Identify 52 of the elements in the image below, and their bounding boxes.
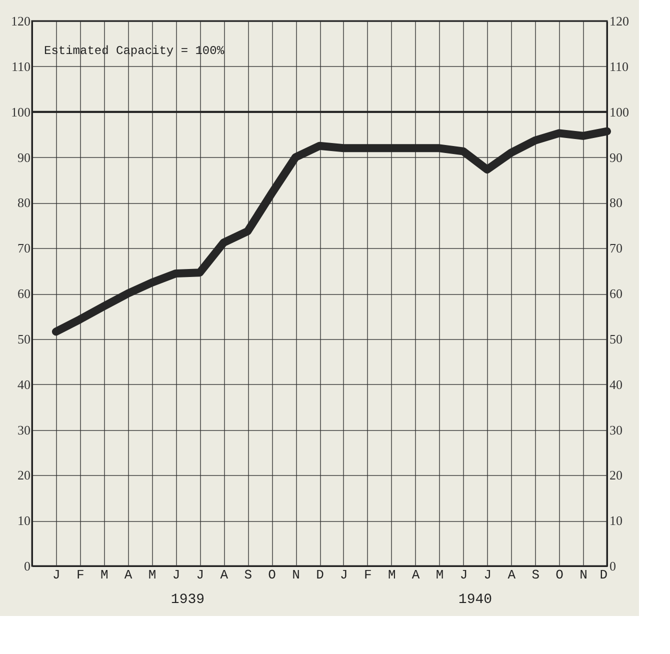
x-tick-label: M bbox=[436, 568, 444, 582]
y-tick-label: 100 bbox=[11, 104, 30, 120]
x-tick-label: M bbox=[100, 568, 108, 582]
x-tick-label: S bbox=[532, 568, 540, 582]
x-tick-label: D bbox=[316, 568, 324, 582]
x-tick-label: A bbox=[220, 568, 228, 582]
y-tick-label: 70 bbox=[18, 240, 30, 256]
x-tick-label: N bbox=[292, 568, 300, 582]
x-tick-label: J bbox=[460, 568, 468, 582]
x-tick-label: A bbox=[412, 568, 420, 582]
x-tick-label: J bbox=[340, 568, 348, 582]
y2-tick-label: 50 bbox=[610, 331, 622, 346]
x-tick-label: J bbox=[172, 568, 180, 582]
x-tick-label: J bbox=[484, 568, 492, 582]
y2-tick-label: 0 bbox=[610, 558, 616, 574]
x-tick-label: O bbox=[268, 568, 276, 582]
y-tick-label: 20 bbox=[18, 468, 30, 483]
y-tick-label: 80 bbox=[18, 195, 30, 210]
x-tick-label: D bbox=[600, 568, 608, 582]
x-tick-label: F bbox=[76, 568, 84, 582]
x-tick-label: A bbox=[508, 568, 516, 582]
y-tick-label: 50 bbox=[18, 331, 30, 346]
y2-tick-label: 70 bbox=[610, 240, 622, 256]
x-tick-label: S bbox=[244, 568, 252, 582]
y-tick-label: 60 bbox=[18, 286, 30, 301]
y-tick-label: 40 bbox=[18, 376, 30, 392]
x-tick-label: J bbox=[52, 568, 60, 582]
x-tick-label: M bbox=[388, 568, 396, 582]
x-tick-label: F bbox=[364, 568, 372, 582]
y2-tick-label: 100 bbox=[610, 104, 629, 120]
text: 1939 bbox=[170, 592, 205, 608]
x-tick-label: O bbox=[556, 568, 564, 582]
y-tick-label: 30 bbox=[18, 422, 30, 438]
x-tick-label: M bbox=[148, 568, 156, 582]
y2-tick-label: 10 bbox=[610, 513, 622, 528]
y-tick-label: 110 bbox=[11, 58, 30, 74]
y-tick-label: 90 bbox=[18, 150, 30, 165]
y2-tick-label: 30 bbox=[610, 422, 622, 438]
y2-tick-label: 60 bbox=[610, 286, 622, 301]
x-tick-label: A bbox=[124, 568, 132, 582]
y2-tick-label: 80 bbox=[610, 195, 622, 210]
y-tick-label: 120 bbox=[11, 14, 30, 28]
y-tick-label: 0 bbox=[24, 558, 30, 574]
y-tick-label: 10 bbox=[18, 513, 30, 528]
y2-tick-label: 40 bbox=[610, 376, 622, 392]
text: 1940 bbox=[458, 592, 492, 608]
x-tick-label: J bbox=[196, 568, 204, 582]
y2-tick-label: 120 bbox=[610, 14, 629, 28]
y2-tick-label: 20 bbox=[610, 468, 622, 483]
y2-tick-label: 110 bbox=[610, 58, 629, 74]
x-tick-label: N bbox=[580, 568, 588, 582]
y2-tick-label: 90 bbox=[610, 150, 622, 165]
